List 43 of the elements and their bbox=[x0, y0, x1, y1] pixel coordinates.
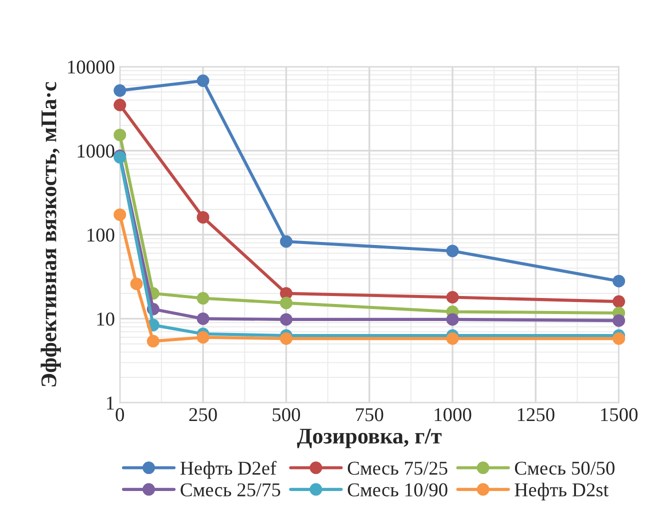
legend-label: Смесь 25/75 bbox=[180, 483, 280, 496]
point bbox=[196, 211, 210, 224]
legend-label: Нефть D2ef bbox=[180, 460, 276, 479]
point bbox=[114, 84, 126, 97]
legend-label: Смесь 50/50 bbox=[514, 462, 614, 475]
y-tick-label: 100 bbox=[88, 228, 114, 242]
point bbox=[196, 331, 210, 344]
y-axis-title: Эффективная вязкость, мПа·с bbox=[40, 82, 61, 386]
point bbox=[114, 98, 126, 112]
x-tick-label: 500 bbox=[272, 408, 300, 422]
point bbox=[612, 314, 626, 327]
x-axis-title: Дозировка, г/т bbox=[297, 428, 442, 448]
point bbox=[280, 296, 292, 310]
point bbox=[612, 274, 626, 288]
x-tick-label: 0 bbox=[116, 408, 124, 422]
legend-label: Смесь 10/90 bbox=[348, 483, 448, 496]
point bbox=[280, 235, 292, 248]
point bbox=[280, 332, 292, 345]
point bbox=[114, 208, 126, 221]
legend-label: Нефть D2st bbox=[514, 482, 609, 500]
x-tick-label: 1500 bbox=[601, 408, 638, 422]
x-tick-label: 750 bbox=[356, 408, 384, 422]
point bbox=[196, 74, 210, 88]
point bbox=[130, 278, 143, 290]
y-tick-label: 1 bbox=[107, 396, 114, 410]
point bbox=[114, 128, 126, 142]
y-tick-label: 10 bbox=[97, 312, 114, 326]
point bbox=[612, 332, 626, 345]
legend-label: Смесь 75/25 bbox=[348, 462, 448, 475]
point bbox=[446, 291, 459, 304]
y-tick-label: 10000 bbox=[68, 60, 114, 74]
point bbox=[280, 313, 292, 326]
x-tick-label: 1250 bbox=[518, 408, 554, 422]
point bbox=[612, 295, 626, 308]
point bbox=[196, 292, 210, 305]
point bbox=[446, 332, 459, 345]
x-tick-label: 250 bbox=[189, 408, 217, 422]
point bbox=[196, 312, 210, 325]
point bbox=[446, 244, 459, 258]
point bbox=[446, 313, 459, 326]
point bbox=[146, 334, 160, 348]
y-tick-label: 1000 bbox=[78, 144, 114, 158]
x-tick-label: 1000 bbox=[434, 408, 472, 422]
